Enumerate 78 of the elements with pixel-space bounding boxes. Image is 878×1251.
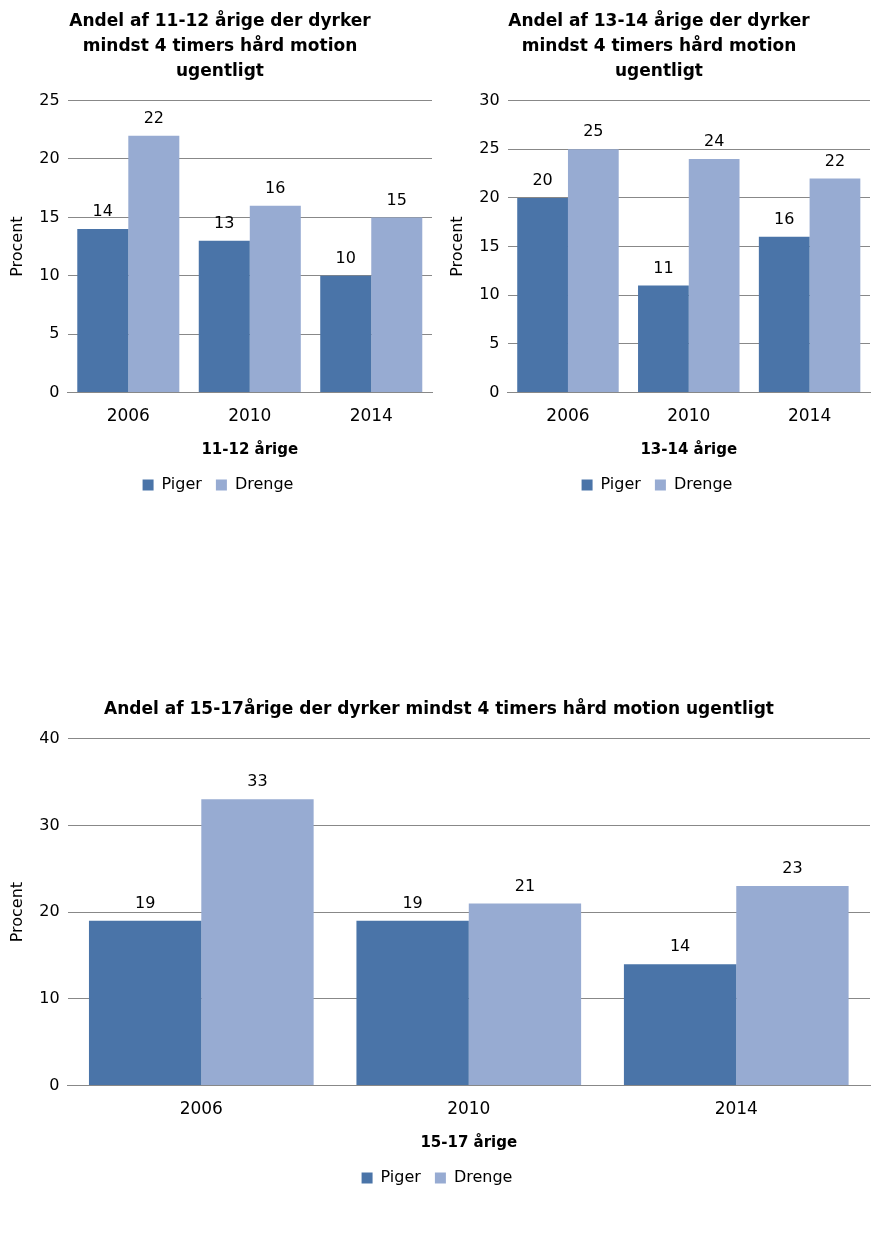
bar	[468, 903, 582, 1086]
data-label: 20	[532, 170, 553, 190]
bar	[567, 149, 619, 393]
legend-label: Piger	[600, 474, 642, 494]
chart-title: Andel af 13-14 årige der dyrker mindst 4 timers hård motion ugentligt	[507, 9, 811, 82]
bar	[623, 964, 737, 1086]
y-tick-label: 25	[39, 89, 60, 109]
x-axis-title: 13-14 årige	[640, 439, 738, 458]
bar	[77, 229, 129, 393]
x-axis-title: 11-12 årige	[201, 439, 299, 458]
y-axis-title: Procent	[6, 216, 26, 277]
y-tick-label: 0	[49, 1074, 60, 1094]
y-tick-label: 25	[479, 138, 500, 158]
x-tick-label: 2006	[546, 405, 590, 426]
bar	[638, 285, 689, 393]
data-label: 21	[514, 875, 536, 895]
data-label: 24	[703, 131, 725, 151]
legend-label: Piger	[380, 1167, 422, 1187]
data-label: 22	[824, 150, 846, 170]
y-tick-label: 10	[39, 264, 60, 284]
y-tick-label: 30	[479, 89, 500, 109]
bar	[249, 205, 301, 393]
x-tick-label: 2014	[349, 405, 393, 426]
y-axis-title: Procent	[6, 881, 26, 943]
y-tick-label: 20	[39, 148, 60, 168]
x-tick-label: 2014	[714, 1098, 758, 1119]
data-label: 22	[143, 107, 164, 127]
y-tick-label: 20	[39, 901, 60, 921]
y-axis-title: Procent	[446, 216, 466, 277]
data-label: 19	[402, 892, 423, 912]
y-tick-label: 15	[479, 235, 500, 255]
bar	[736, 886, 849, 1086]
bar	[758, 236, 810, 393]
legend-label: Drenge	[234, 474, 294, 494]
data-label: 19	[134, 892, 156, 912]
x-tick-label: 2010	[228, 405, 272, 426]
chart-title: Andel af 15-17årige der dyrker mindst 4 timers hård motion ugentligt	[103, 697, 775, 720]
x-tick-label: 2010	[447, 1098, 491, 1119]
bar	[320, 275, 372, 393]
bar	[356, 920, 469, 1086]
bar	[128, 135, 180, 393]
y-tick-label: 5	[49, 323, 60, 343]
bar	[198, 240, 250, 393]
data-label: 33	[247, 771, 268, 791]
legend-label: Drenge	[453, 1167, 513, 1187]
y-tick-label: 0	[489, 381, 500, 401]
y-tick-label: 0	[49, 381, 60, 401]
y-tick-label: 10	[479, 284, 500, 304]
data-label: 16	[774, 209, 795, 229]
data-label: 13	[214, 212, 235, 232]
data-label: 14	[669, 936, 691, 956]
y-tick-label: 40	[39, 727, 60, 747]
data-label: 16	[265, 177, 286, 197]
legend-label: Drenge	[673, 474, 733, 494]
bar	[88, 920, 202, 1086]
x-tick-label: 2014	[787, 405, 832, 426]
y-tick-label: 10	[39, 988, 60, 1008]
bar	[688, 159, 740, 393]
bar	[809, 178, 861, 393]
data-label: 14	[92, 201, 113, 221]
y-tick-label: 20	[479, 187, 500, 207]
chart-title: Andel af 11-12 årige der dyrker mindst 4 timers hård motion ugentligt	[68, 9, 372, 82]
y-tick-label: 5	[489, 333, 500, 353]
x-tick-label: 2006	[106, 405, 150, 426]
y-tick-label: 15	[39, 206, 60, 226]
bar	[201, 799, 314, 1086]
data-label: 11	[653, 257, 674, 277]
data-label: 25	[583, 121, 604, 141]
data-label: 10	[335, 247, 356, 267]
data-label: 23	[782, 858, 803, 878]
bar	[517, 197, 568, 393]
x-tick-label: 2006	[179, 1098, 223, 1119]
bar	[371, 217, 423, 393]
y-tick-label: 30	[39, 814, 60, 834]
x-axis-title: 15-17 årige	[420, 1132, 518, 1151]
legend-label: Piger	[161, 474, 203, 494]
x-tick-label: 2010	[667, 405, 711, 426]
data-label: 15	[386, 189, 407, 209]
